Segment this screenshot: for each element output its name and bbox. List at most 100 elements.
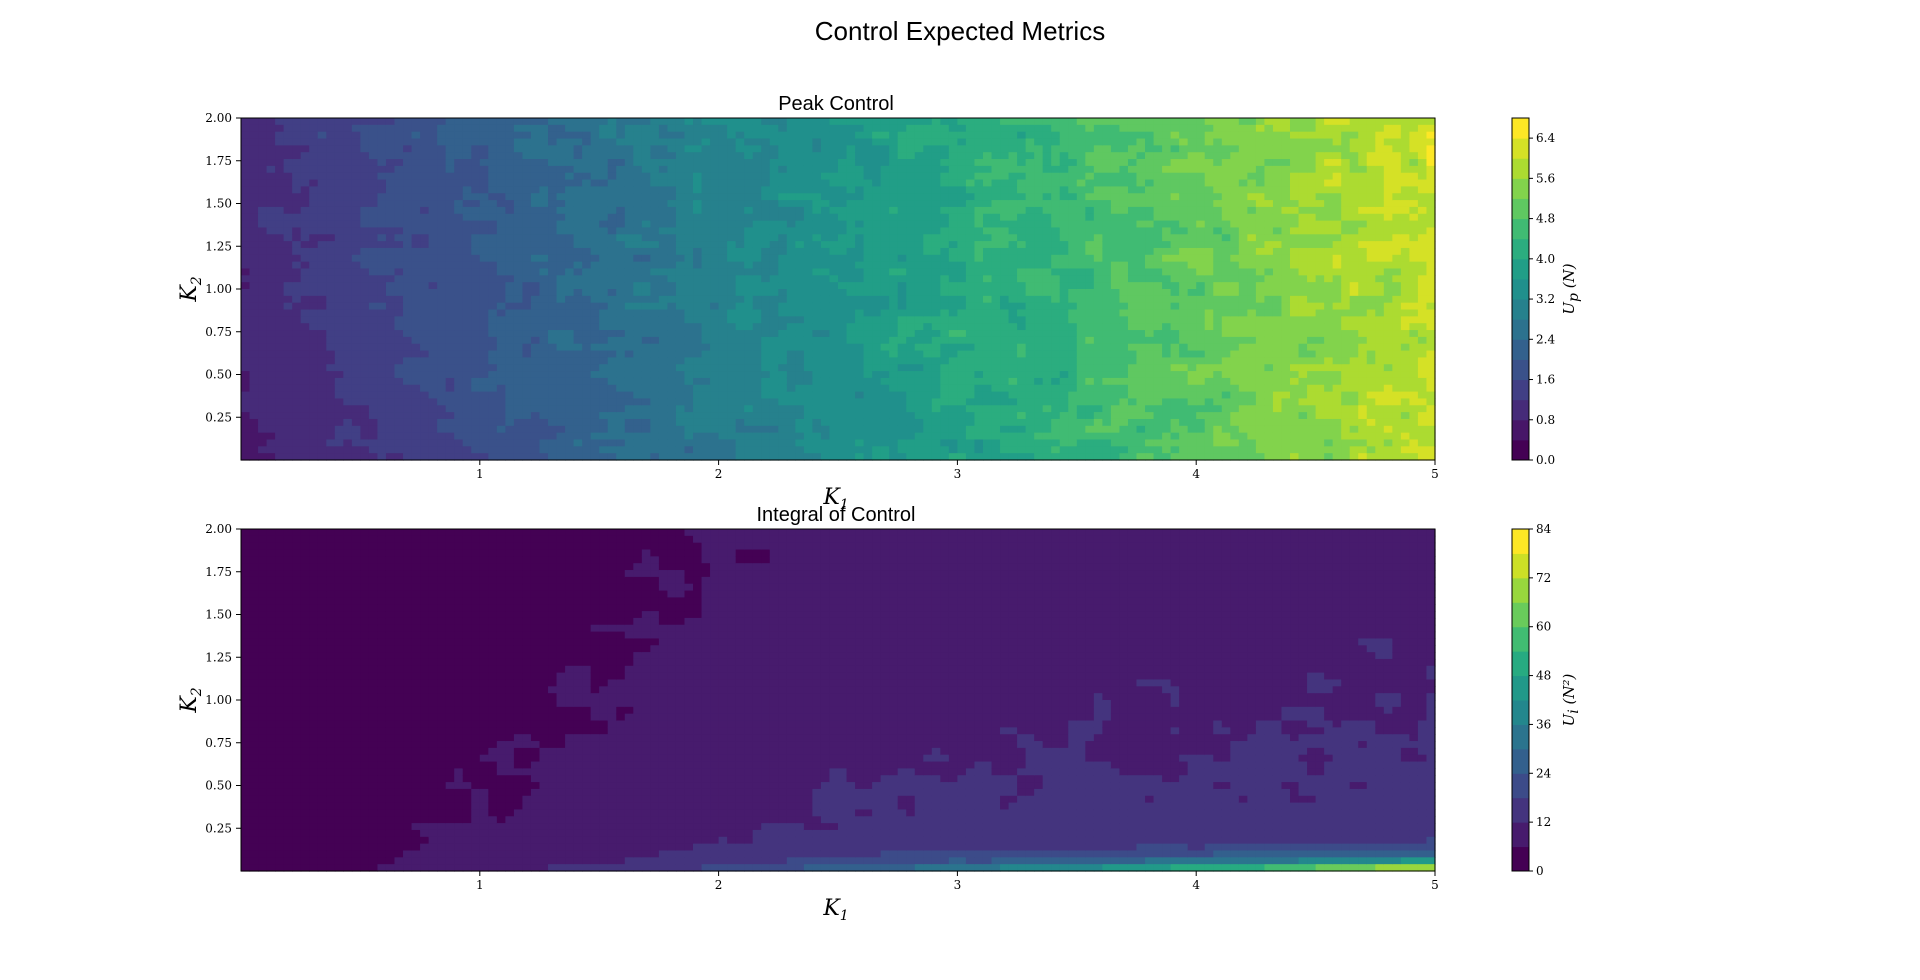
heatmap-cell [675,405,686,413]
heatmap-cell [1008,131,1018,140]
heatmap-cell [735,398,745,406]
heatmap-cell [539,220,549,229]
heatmap-cell [445,186,455,194]
heatmap-cell [334,432,344,441]
heatmap-cell [616,118,626,126]
heatmap-cell [496,432,506,441]
heatmap-cell [1008,124,1018,133]
heatmap-cell [863,193,873,201]
heatmap-cell [795,268,805,276]
heatmap-cell [411,412,421,420]
heatmap-cell [496,193,506,201]
heatmap-cell [1085,138,1095,146]
heatmap-cell [616,439,626,447]
heatmap-cell [829,453,839,461]
heatmap-cell [838,289,848,297]
heatmap-cell [778,206,788,215]
heatmap-cell [428,384,438,393]
heatmap-cell [530,364,541,372]
heatmap-cell [897,179,907,187]
heatmap-cell [675,261,686,270]
heatmap-cell [616,261,626,270]
heatmap-cell [803,179,814,187]
heatmap-cell [914,453,924,461]
heatmap-cell [1076,391,1086,400]
heatmap-cell [420,268,430,276]
heatmap-cell [343,254,353,263]
heatmap-cell [1000,357,1010,365]
heatmap-cell [513,172,524,181]
heatmap-cell [855,384,865,393]
heatmap-cell [778,159,788,167]
heatmap-cell [803,391,814,400]
heatmap-cell [266,398,276,406]
heatmap-cell [1051,323,1061,331]
heatmap-cell [838,254,848,263]
heatmap-cell [752,323,762,331]
heatmap-cell [1042,343,1052,352]
heatmap-cell [599,186,609,194]
heatmap-cell [565,254,575,263]
heatmap-cell [1025,131,1035,140]
heatmap-cell [258,323,268,331]
heatmap-cell [326,200,336,208]
heatmap-cell [803,145,814,153]
heatmap-cell [991,268,1001,276]
heatmap-cell [855,439,865,447]
heatmap-cell [266,213,276,222]
heatmap-cell [607,206,617,215]
heatmap-cell [249,124,259,133]
heatmap-cell [437,172,447,181]
heatmap-cell [573,165,583,174]
heatmap-cell [880,412,890,420]
heatmap-cell [1051,384,1061,393]
heatmap-cell [283,206,293,215]
heatmap-cell [292,131,302,140]
heatmap-cell [948,241,958,249]
heatmap-cell [309,254,319,263]
heatmap-cell [1034,377,1044,386]
heatmap-cell [1059,193,1069,201]
heatmap-cell [735,432,745,441]
heatmap-cell [1059,350,1069,358]
heatmap-cell [411,439,421,447]
heatmap-cell [914,165,924,174]
heatmap-cell [1000,398,1010,406]
heatmap-cell [360,357,370,365]
heatmap-cell [479,350,489,358]
heatmap-cell [658,405,669,413]
heatmap-cell [820,275,831,283]
heatmap-cell [795,172,805,181]
heatmap-cell [300,118,310,126]
heatmap-cell [906,145,916,153]
heatmap-cell [735,261,745,270]
heatmap-cell [309,377,319,386]
heatmap-cell [795,412,805,420]
heatmap-cell [1034,309,1044,317]
heatmap-cell [249,453,259,461]
heatmap-cell [974,206,984,215]
heatmap-cell [522,247,532,256]
heatmap-cell [394,371,404,379]
heatmap-cell [275,391,285,400]
heatmap-cell [795,302,805,311]
heatmap-cell [241,206,251,215]
heatmap-cell [948,186,958,194]
heatmap-cell [317,384,327,393]
heatmap-cell [701,302,711,311]
heatmap-cell [496,418,506,427]
heatmap-cell [1025,172,1035,181]
heatmap-cell [914,439,924,447]
heatmap-cell [641,336,651,345]
heatmap-cell [590,186,600,194]
heatmap-cell [1017,357,1027,365]
heatmap-cell [1076,131,1086,140]
heatmap-cell [752,432,762,441]
heatmap-cell [974,145,984,153]
heatmap-cell [275,234,285,242]
heatmap-cell [548,241,558,249]
heatmap-cell [556,186,566,194]
heatmap-cell [889,200,899,208]
heatmap-cell [599,220,609,229]
heatmap-cell [488,432,498,441]
